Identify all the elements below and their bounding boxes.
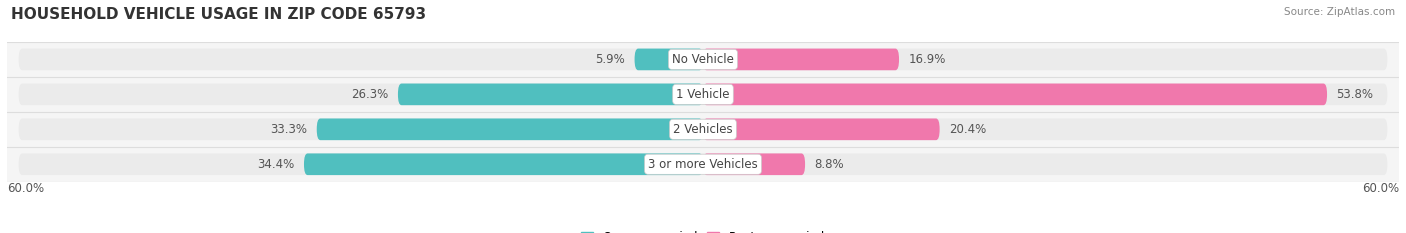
Bar	[7, 147, 1399, 182]
Bar	[7, 42, 1399, 77]
Text: 53.8%: 53.8%	[1336, 88, 1374, 101]
Text: 2 Vehicles: 2 Vehicles	[673, 123, 733, 136]
Text: 3 or more Vehicles: 3 or more Vehicles	[648, 158, 758, 171]
Text: 60.0%: 60.0%	[7, 182, 44, 195]
Text: 33.3%: 33.3%	[270, 123, 308, 136]
Text: 60.0%: 60.0%	[1362, 182, 1399, 195]
Text: No Vehicle: No Vehicle	[672, 53, 734, 66]
FancyBboxPatch shape	[316, 118, 703, 140]
FancyBboxPatch shape	[304, 154, 703, 175]
Text: 16.9%: 16.9%	[908, 53, 946, 66]
FancyBboxPatch shape	[18, 154, 1388, 175]
FancyBboxPatch shape	[398, 84, 703, 105]
Text: Source: ZipAtlas.com: Source: ZipAtlas.com	[1284, 7, 1395, 17]
FancyBboxPatch shape	[18, 118, 1388, 140]
FancyBboxPatch shape	[18, 84, 1388, 105]
FancyBboxPatch shape	[703, 154, 806, 175]
Legend: Owner-occupied, Renter-occupied: Owner-occupied, Renter-occupied	[576, 226, 830, 233]
Text: 1 Vehicle: 1 Vehicle	[676, 88, 730, 101]
Text: 20.4%: 20.4%	[949, 123, 986, 136]
Bar	[7, 112, 1399, 147]
Text: 5.9%: 5.9%	[596, 53, 626, 66]
Text: 8.8%: 8.8%	[814, 158, 844, 171]
FancyBboxPatch shape	[18, 49, 1388, 70]
Text: 34.4%: 34.4%	[257, 158, 295, 171]
Bar	[7, 77, 1399, 112]
Text: 26.3%: 26.3%	[352, 88, 388, 101]
FancyBboxPatch shape	[703, 84, 1327, 105]
FancyBboxPatch shape	[703, 118, 939, 140]
Text: HOUSEHOLD VEHICLE USAGE IN ZIP CODE 65793: HOUSEHOLD VEHICLE USAGE IN ZIP CODE 6579…	[11, 7, 426, 22]
FancyBboxPatch shape	[634, 49, 703, 70]
FancyBboxPatch shape	[703, 49, 898, 70]
